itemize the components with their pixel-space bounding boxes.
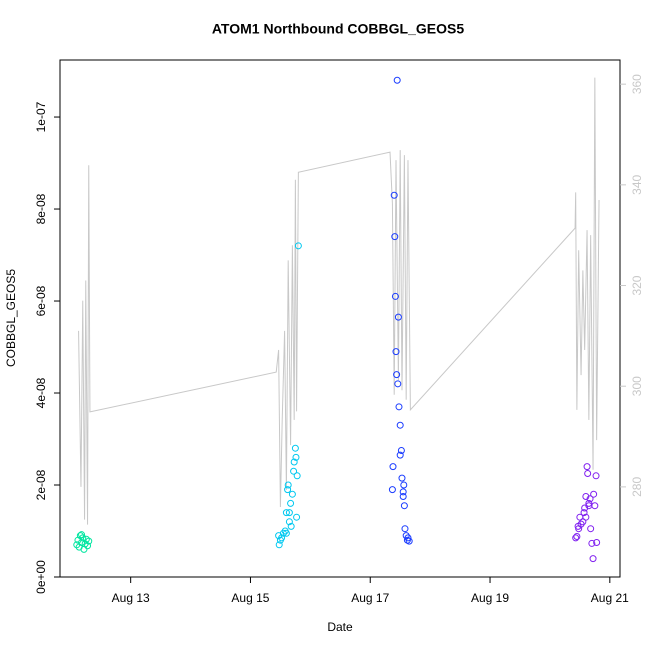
point [287, 499, 295, 507]
point [390, 191, 398, 199]
point [290, 467, 298, 475]
x-tick-label: Aug 13 [112, 591, 150, 605]
point [397, 447, 405, 455]
point [279, 529, 287, 537]
point [583, 463, 591, 471]
point [292, 453, 300, 461]
point [405, 537, 413, 545]
point [76, 532, 84, 540]
point [402, 532, 410, 540]
y-tick-label: 4e-08 [34, 377, 48, 408]
point [291, 444, 299, 452]
point [85, 537, 93, 545]
y-tick-label: 8e-08 [34, 193, 48, 224]
point [284, 481, 292, 489]
point [293, 472, 301, 480]
x-tick-label: Aug 19 [471, 591, 509, 605]
point [589, 555, 597, 563]
point [282, 529, 290, 537]
point [275, 541, 283, 549]
point [395, 403, 403, 411]
point [396, 451, 404, 459]
point [588, 539, 596, 547]
point [282, 509, 290, 517]
point [581, 504, 589, 512]
point [398, 474, 406, 482]
point [290, 458, 298, 466]
point [593, 539, 601, 547]
point [400, 502, 408, 510]
point [285, 518, 293, 526]
point [78, 531, 86, 539]
point [400, 481, 408, 489]
point [582, 493, 590, 501]
point [394, 313, 402, 321]
point [78, 539, 86, 547]
point [399, 493, 407, 501]
y-axis-label: COBBGL_GEOS5 [4, 269, 18, 367]
point [585, 502, 593, 510]
point [391, 292, 399, 300]
point [284, 486, 292, 494]
point [394, 380, 402, 388]
point [293, 513, 301, 521]
point [285, 509, 293, 517]
point [392, 348, 400, 356]
point [587, 525, 595, 533]
point [399, 488, 407, 496]
point [591, 502, 599, 510]
y2-tick-label: 360 [630, 74, 644, 94]
point [590, 490, 598, 498]
point [573, 533, 581, 541]
point [580, 509, 588, 517]
point [79, 534, 87, 542]
y2-tick-label: 340 [630, 175, 644, 195]
x-axis-label: Date [327, 620, 353, 634]
point [404, 534, 412, 542]
point [393, 76, 401, 84]
chart-title: ATOM1 Northbound COBBGL_GEOS5 [212, 21, 464, 37]
point [586, 495, 594, 503]
x-tick-label: Aug 21 [591, 591, 629, 605]
point [396, 421, 404, 429]
point [585, 499, 593, 507]
point [391, 233, 399, 241]
point [582, 513, 590, 521]
point [278, 534, 286, 542]
x-tick-label: Aug 17 [351, 591, 389, 605]
point [584, 470, 592, 478]
point [80, 545, 88, 553]
y2-tick-label: 280 [630, 477, 644, 497]
point [577, 520, 585, 528]
point [388, 486, 396, 494]
y-tick-label: 2e-08 [34, 469, 48, 500]
point [287, 522, 295, 530]
point [401, 525, 409, 533]
point [288, 490, 296, 498]
y-tick-label: 0e+00 [34, 560, 48, 594]
plot-box [59, 59, 621, 578]
y2-tick-label: 320 [630, 275, 644, 295]
y-tick-label: 1e-07 [34, 101, 48, 132]
point [294, 242, 302, 250]
point [393, 371, 401, 379]
y2-tick-label: 300 [630, 376, 644, 396]
point [592, 472, 600, 480]
y-tick-label: 6e-08 [34, 285, 48, 316]
point [84, 542, 92, 550]
x-tick-label: Aug 15 [231, 591, 269, 605]
point [389, 463, 397, 471]
line [78, 77, 600, 525]
point [572, 534, 580, 542]
